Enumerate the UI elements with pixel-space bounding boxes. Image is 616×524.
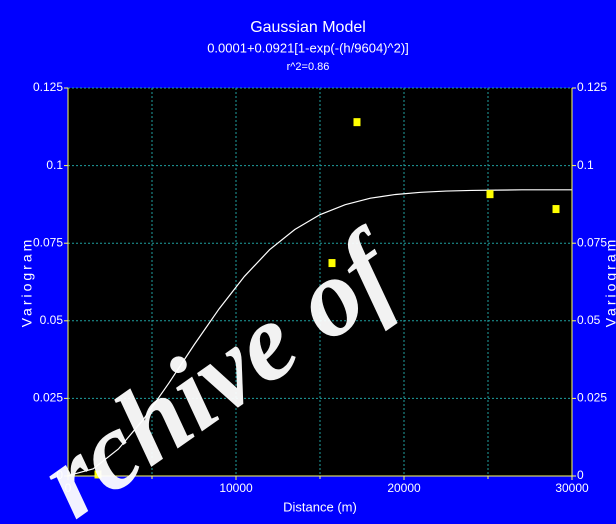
data-point — [353, 118, 361, 127]
y2-tick-label: 0.125 — [577, 80, 607, 94]
x-tick-label: 20000 — [387, 481, 421, 495]
y2-tick-label: 0.075 — [577, 235, 607, 249]
chart-subtitle: 0.0001+0.0921[1-exp(-(h/9604)^2)] — [207, 40, 409, 55]
y-tick-label: 0.025 — [33, 391, 63, 405]
x-tick-label: 10000 — [219, 481, 253, 495]
y-tick-label: 0.125 — [33, 80, 63, 94]
y2-tick-label: 0.1 — [577, 158, 594, 172]
chart-title: Gaussian Model — [250, 19, 366, 36]
data-point — [94, 470, 102, 479]
y-tick-label: 0.075 — [33, 235, 63, 249]
y-tick-label: 0.1 — [46, 158, 63, 172]
data-point — [328, 259, 336, 268]
y2-tick-label: 0.05 — [577, 313, 601, 327]
x-tick-label: 30000 — [555, 481, 589, 495]
y-tick-label: 0.05 — [40, 313, 64, 327]
data-point — [486, 190, 494, 199]
y2-axis-label: Variogram — [603, 237, 616, 328]
x-tick-label: 0 — [65, 481, 72, 495]
annotation: r^2=0.86 — [287, 61, 330, 73]
x-axis-label: Distance (m) — [283, 499, 357, 514]
y-axis-label: Variogram — [19, 237, 35, 328]
y2-tick-label: 0 — [577, 468, 584, 482]
y2-tick-label: 0.025 — [577, 391, 607, 405]
data-point — [552, 205, 560, 214]
y-tick-label: 0 — [56, 468, 63, 482]
